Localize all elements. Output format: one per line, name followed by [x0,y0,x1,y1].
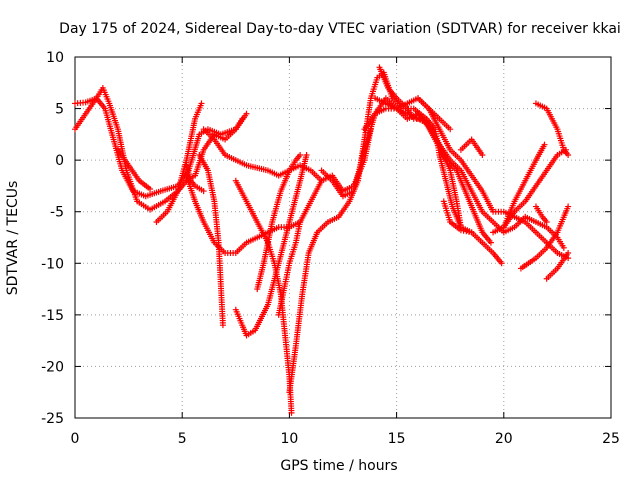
data-point [487,239,494,246]
data-point [147,186,154,193]
series-track-24 [500,141,548,231]
plot-frame [74,56,612,419]
data-point [219,322,226,329]
data-point [243,110,250,117]
series-track-3 [114,146,154,193]
data-point [297,151,304,158]
data-point [565,249,572,256]
y-tick-label: -20 [41,359,64,375]
data-point [565,203,572,210]
series-track-22 [490,146,569,236]
series-track-11 [254,151,304,293]
series-track-6 [183,162,207,195]
series-track-27 [532,203,550,226]
data-point [543,219,550,226]
y-tick-label: 0 [55,153,64,169]
data-point [200,188,207,195]
data-point [565,151,572,158]
series-track-12 [275,219,304,318]
x-tick-label: 15 [388,431,406,447]
chart-title: Day 175 of 2024, Sidereal Day-to-day VTE… [59,21,621,37]
data-point [303,151,310,158]
data-point [541,141,548,148]
data-point [198,100,205,107]
data-points [72,64,572,416]
y-tick-label: 10 [46,50,64,66]
data-point [479,151,486,158]
series-track-25 [517,203,572,272]
series-track-26 [543,249,572,282]
series-track-20 [440,198,475,236]
y-tick-label: -5 [50,205,64,221]
series-track-23 [532,100,572,158]
y-tick-label: 5 [55,102,64,118]
axis-ticks: 0 5 10 15 20 25 -25 -20 -15 -10 -5 0 5 10 [41,50,620,447]
series-track-1 [72,95,250,200]
data-point [498,260,505,267]
data-point [560,244,567,251]
data-point [447,126,454,133]
series-track-18 [376,64,464,231]
x-tick-label: 10 [280,431,298,447]
x-tick-label: 0 [71,431,80,447]
x-tick-label: 25 [602,431,620,447]
series-track-21 [457,136,486,158]
x-axis-label: GPS time / hours [280,458,397,474]
series-track-2 [72,84,205,213]
y-tick-label: -15 [41,308,64,324]
y-tick-label: -10 [41,256,64,272]
series-track-19 [415,95,454,133]
x-tick-label: 5 [178,431,187,447]
data-point [565,255,572,262]
data-point [288,409,295,416]
series-track-10 [232,151,310,339]
y-tick-label: -25 [41,411,64,427]
grid [75,57,611,418]
data-point [468,229,475,236]
y-axis-label: SDTVAR / TECUs [5,181,21,296]
x-tick-label: 20 [495,431,513,447]
series-track-14 [297,126,374,226]
data-point [239,115,246,122]
